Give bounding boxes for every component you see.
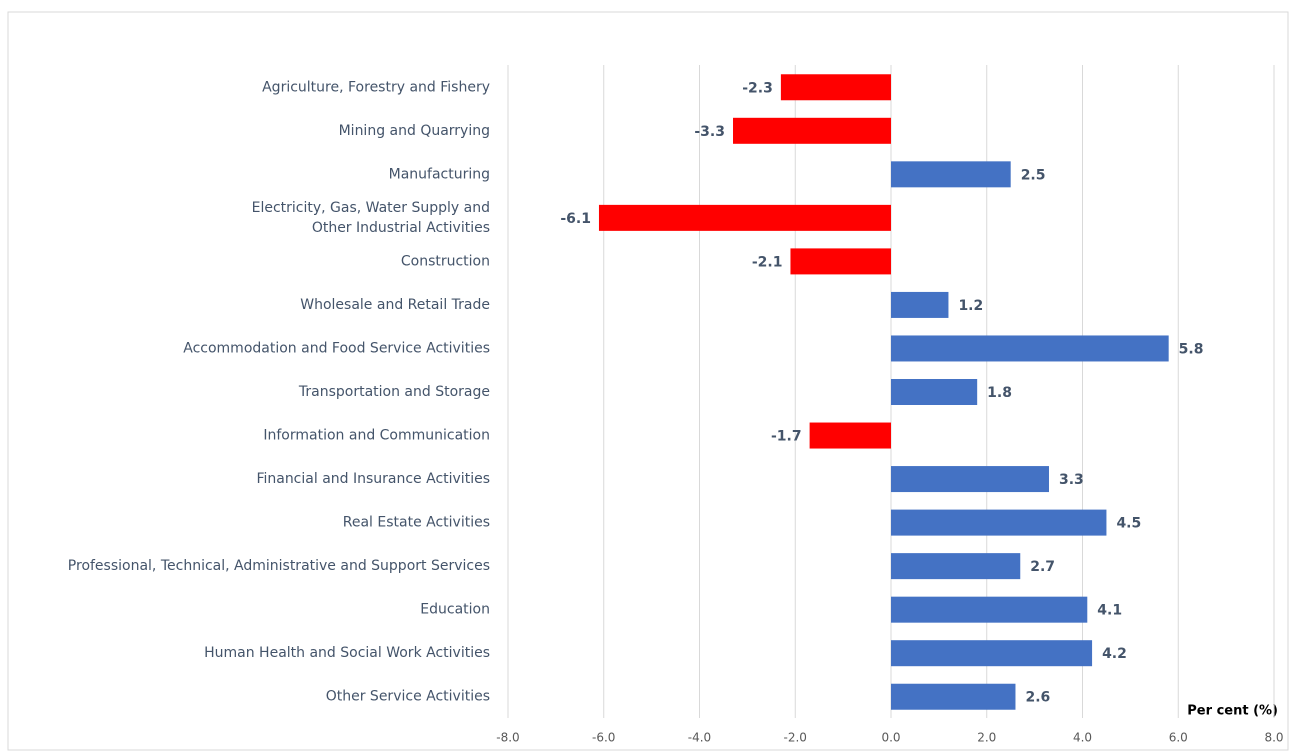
data-label: 2.7	[1030, 559, 1055, 575]
x-axis-title: Per cent (%)	[1187, 704, 1278, 719]
data-label: -1.7	[771, 429, 802, 445]
y-tick-label: Education	[420, 602, 490, 618]
x-tick-label: -6.0	[592, 731, 615, 745]
bar	[780, 74, 891, 101]
y-tick-label: Financial and Insurance Activities	[256, 471, 490, 487]
data-label: 4.5	[1116, 516, 1141, 532]
y-tick-label: Wholesale and Retail Trade	[300, 297, 490, 313]
x-tick-label: 4.0	[1073, 731, 1092, 745]
y-tick-label: Manufacturing	[389, 166, 490, 182]
data-label: 1.8	[987, 385, 1012, 401]
data-label: 1.2	[958, 298, 983, 314]
y-tick-label: Human Health and Social Work Activities	[204, 645, 490, 661]
data-label: 4.2	[1102, 646, 1127, 662]
bar	[891, 553, 1021, 580]
bar	[733, 117, 891, 144]
x-tick-label: 2.0	[977, 731, 996, 745]
bar	[891, 291, 949, 318]
bar	[891, 161, 1011, 188]
x-tick-label: 6.0	[1169, 731, 1188, 745]
data-label: -6.1	[560, 211, 591, 227]
x-tick-label: 0.0	[881, 731, 900, 745]
bar	[891, 335, 1169, 362]
y-tick-label: Electricity, Gas, Water Supply and Other …	[252, 200, 490, 236]
bar	[891, 466, 1049, 493]
y-tick-label: Information and Communication	[263, 428, 490, 444]
y-tick-label: Professional, Technical, Administrative …	[68, 558, 490, 574]
x-tick-label: -2.0	[784, 731, 807, 745]
x-tick-label: -4.0	[688, 731, 711, 745]
chart-border	[7, 11, 1289, 751]
bar	[891, 596, 1088, 623]
bar	[891, 640, 1093, 667]
bar	[891, 683, 1016, 710]
data-label: 3.3	[1059, 472, 1084, 488]
y-tick-label: Construction	[401, 253, 490, 269]
data-label: -3.3	[694, 124, 725, 140]
data-label: -2.1	[752, 254, 783, 270]
y-tick-label: Transportation and Storage	[298, 384, 490, 400]
y-tick-label: Agriculture, Forestry and Fishery	[262, 79, 490, 95]
data-label: 5.8	[1179, 341, 1204, 357]
bar	[891, 509, 1107, 536]
bar	[598, 204, 891, 231]
y-tick-label: Other Service Activities	[326, 689, 490, 705]
bar	[891, 379, 978, 405]
y-tick-label: Real Estate Activities	[343, 515, 490, 531]
data-label: 4.1	[1097, 603, 1122, 619]
y-tick-label: Mining and Quarrying	[339, 123, 490, 139]
x-tick-label: 8.0	[1264, 731, 1283, 745]
data-label: 2.5	[1021, 167, 1046, 183]
bar	[809, 422, 891, 449]
data-label: 2.6	[1025, 690, 1050, 706]
y-tick-label: Accommodation and Food Service Activitie…	[183, 340, 490, 356]
bar	[790, 248, 891, 275]
data-label: -2.3	[742, 80, 773, 96]
x-tick-label: -8.0	[496, 731, 519, 745]
